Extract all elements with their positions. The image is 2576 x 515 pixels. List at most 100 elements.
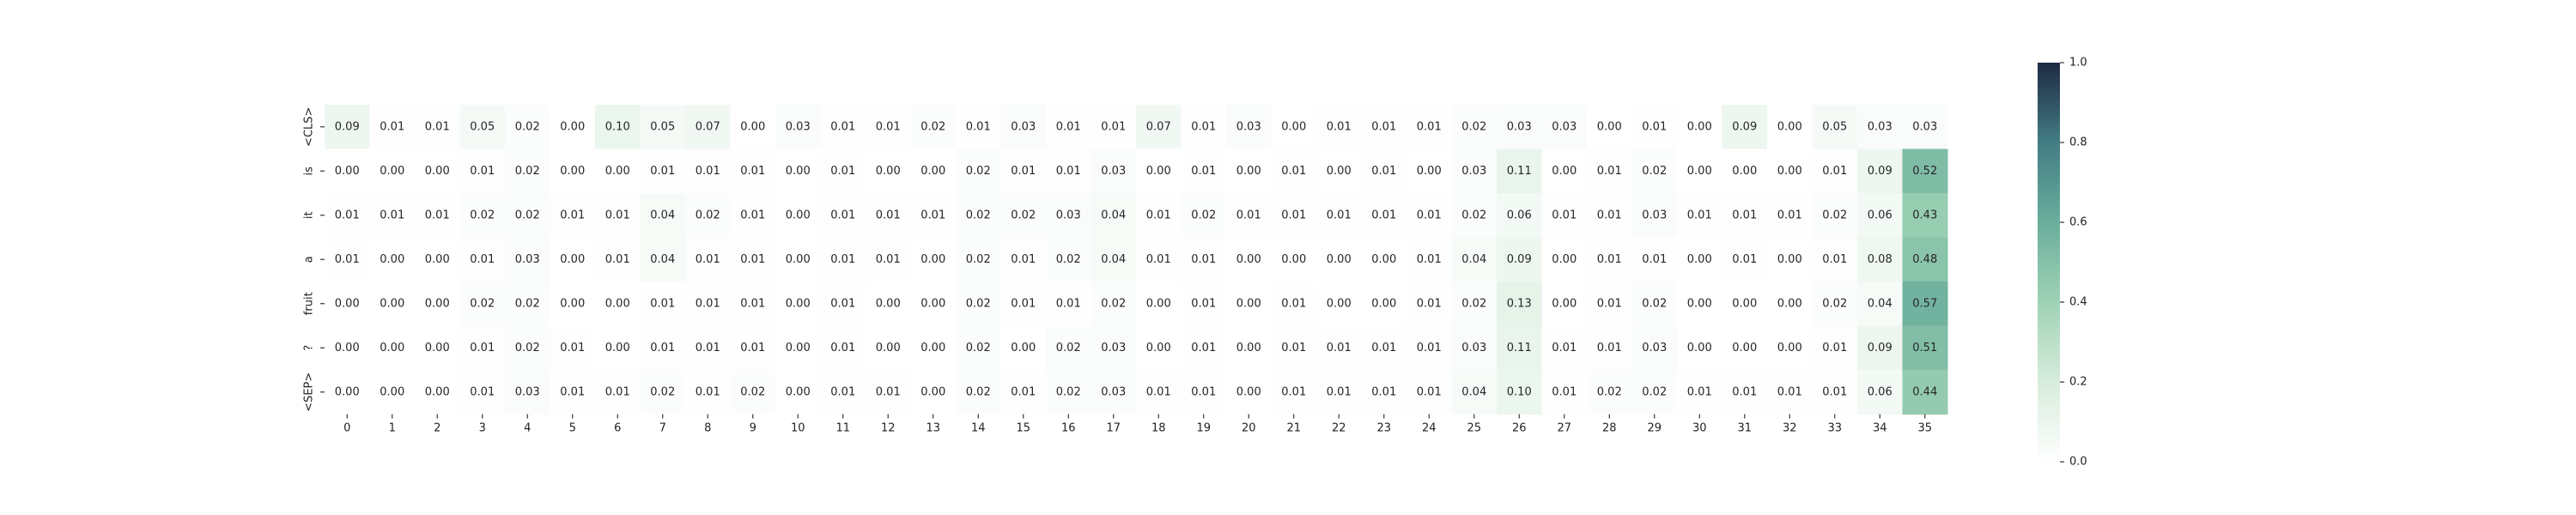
heatmap-cell xyxy=(1722,282,1768,326)
cell-value-label: 0.03 xyxy=(515,385,540,398)
heatmap-cell xyxy=(775,282,821,326)
heatmap-cell xyxy=(550,237,596,282)
cell-value-label: 0.01 xyxy=(1417,385,1442,398)
cell-value-label: 0.09 xyxy=(335,120,360,133)
cell-value-label: 0.00 xyxy=(786,385,811,398)
heatmap-cell xyxy=(685,193,731,238)
heatmap-cell xyxy=(1812,325,1858,371)
heatmap-cell xyxy=(1767,282,1813,326)
cell-value-label: 0.01 xyxy=(425,209,450,221)
x-tick-label: 7 xyxy=(659,422,666,435)
heatmap-cell xyxy=(1497,325,1542,371)
heatmap-cell xyxy=(1451,193,1498,238)
cell-value-label: 0.03 xyxy=(1642,342,1667,354)
x-axis: 0 1 2 3 4 5 6 7 8 9 10 11 12 13 14 15 16 17 18 19 20 21 22 23 24… xyxy=(343,414,1932,435)
heatmap-cell xyxy=(956,148,1001,194)
x-tick-label: 24 xyxy=(1422,422,1437,435)
heatmap-cell xyxy=(956,282,1001,326)
heatmap-cell xyxy=(866,105,911,149)
y-tick-label: <SEP> xyxy=(303,373,316,412)
heatmap-cell xyxy=(1857,148,1903,194)
x-tick-label: 29 xyxy=(1647,422,1662,435)
heatmap-cell xyxy=(595,325,641,371)
cell-value-label: 0.00 xyxy=(425,385,450,398)
cell-value-label: 0.01 xyxy=(560,342,585,354)
cell-value-label: 0.02 xyxy=(1101,297,1126,310)
heatmap-cell xyxy=(1181,105,1227,149)
heatmap-grid: 0.09 0.01 0.01 0.05 0.02 0.00 0.10 0.05 0.07 0.00… xyxy=(325,105,1948,415)
heatmap-cell xyxy=(1000,370,1047,415)
cell-value-label: 0.01 xyxy=(1327,342,1352,354)
heatmap-cell xyxy=(1091,325,1137,371)
cell-value-label: 0.02 xyxy=(966,209,991,221)
cell-value-label: 0.00 xyxy=(920,385,945,398)
cell-value-label: 0.01 xyxy=(335,209,360,221)
heatmap-cell xyxy=(910,282,957,326)
x-tick-label: 34 xyxy=(1873,422,1887,435)
cell-value-label: 0.06 xyxy=(1868,385,1893,398)
heatmap-cell xyxy=(1181,370,1227,415)
heatmap-cell xyxy=(640,325,686,371)
cell-value-label: 0.51 xyxy=(1912,342,1937,354)
cell-value-label: 0.01 xyxy=(1417,342,1442,354)
cell-value-label: 0.04 xyxy=(1101,209,1126,221)
heatmap-cell xyxy=(325,148,370,194)
cell-value-label: 0.00 xyxy=(1732,297,1757,310)
heatmap-cell xyxy=(325,325,370,371)
heatmap-cell xyxy=(1046,370,1091,415)
heatmap-cell xyxy=(325,193,370,238)
heatmap-cell xyxy=(1181,148,1227,194)
heatmap-cell xyxy=(820,325,866,371)
heatmap-cell xyxy=(1631,325,1678,371)
cell-value-label: 0.00 xyxy=(380,165,404,178)
heatmap-cell xyxy=(1136,105,1182,149)
heatmap-cell xyxy=(415,237,460,282)
heatmap-cell xyxy=(550,105,596,149)
heatmap-cell xyxy=(1361,148,1407,194)
cell-value-label: 0.01 xyxy=(1687,385,1712,398)
cell-value-label: 0.03 xyxy=(1101,165,1126,178)
heatmap-cell xyxy=(1722,148,1768,194)
cell-value-label: 0.03 xyxy=(1461,342,1486,354)
cell-value-label: 0.00 xyxy=(560,120,585,133)
cell-value-label: 0.01 xyxy=(1191,165,1216,178)
heatmap-cell xyxy=(775,193,821,238)
heatmap-cell xyxy=(730,325,776,371)
heatmap-cell xyxy=(325,370,370,415)
heatmap-cell xyxy=(595,237,641,282)
cell-value-label: 0.02 xyxy=(1642,165,1667,178)
heatmap-cell xyxy=(820,148,866,194)
cell-value-label: 0.00 xyxy=(335,165,360,178)
cell-value-label: 0.01 xyxy=(740,165,765,178)
heatmap-cell xyxy=(1722,325,1768,371)
cell-value-label: 0.00 xyxy=(1236,297,1261,310)
y-tick-label: it xyxy=(303,211,316,219)
cell-value-label: 0.01 xyxy=(470,385,495,398)
cell-value-label: 0.01 xyxy=(920,209,945,221)
heatmap-cell xyxy=(1000,282,1047,326)
heatmap-cell xyxy=(1181,325,1227,371)
x-tick-label: 31 xyxy=(1737,422,1752,435)
cell-value-label: 0.01 xyxy=(696,297,720,310)
heatmap-cell xyxy=(1722,193,1768,238)
colorbar-gradient xyxy=(2038,63,2060,462)
cell-value-label: 0.00 xyxy=(335,342,360,354)
cell-value-label: 0.03 xyxy=(1101,385,1126,398)
heatmap-cell xyxy=(1000,237,1047,282)
x-tick-label: 17 xyxy=(1106,422,1121,435)
cell-value-label: 0.00 xyxy=(1371,253,1396,266)
cell-value-label: 0.02 xyxy=(515,209,540,221)
heatmap-cell xyxy=(730,148,776,194)
cell-value-label: 0.00 xyxy=(605,297,630,310)
cell-value-label: 0.00 xyxy=(1146,342,1171,354)
cell-value-label: 0.08 xyxy=(1868,253,1893,266)
heatmap-cell xyxy=(685,148,731,194)
heatmap-cell xyxy=(459,282,506,326)
cell-value-label: 0.00 xyxy=(560,297,585,310)
cell-value-label: 0.00 xyxy=(1777,165,1802,178)
cell-value-label: 0.01 xyxy=(830,165,855,178)
heatmap-cell xyxy=(910,148,957,194)
x-tick-label: 32 xyxy=(1783,422,1797,435)
heatmap-cell xyxy=(1361,282,1407,326)
heatmap-cell xyxy=(1226,325,1272,371)
